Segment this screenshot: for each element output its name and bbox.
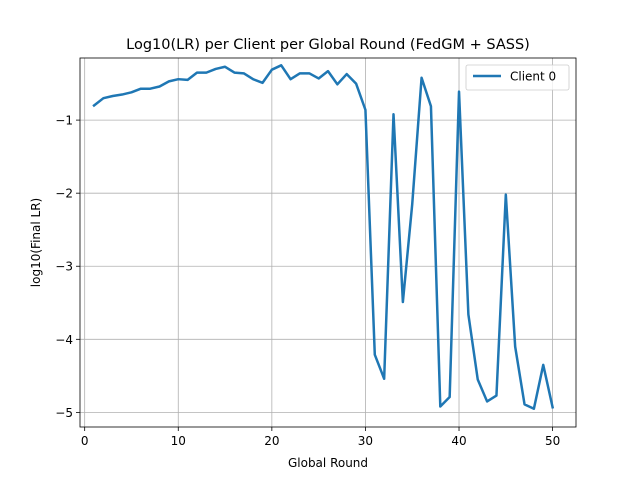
- data-point: [336, 83, 338, 85]
- data-point: [158, 85, 160, 87]
- data-point: [420, 77, 422, 79]
- data-point: [346, 73, 348, 75]
- data-point: [458, 90, 460, 92]
- data-point: [252, 78, 254, 80]
- data-point: [130, 91, 132, 93]
- legend-box: [465, 64, 570, 91]
- data-point: [233, 71, 235, 73]
- y-tick-label: −4: [55, 333, 73, 347]
- data-point: [551, 406, 553, 408]
- x-tick-label: 30: [358, 434, 373, 448]
- y-axis-label: log10(Final LR): [29, 198, 43, 287]
- data-point: [149, 87, 151, 89]
- legend-label-client-0: Client 0: [510, 70, 556, 84]
- data-point: [224, 66, 226, 68]
- data-point: [542, 364, 544, 366]
- plot-frame: [79, 57, 577, 428]
- data-point: [467, 313, 469, 315]
- y-tick-label: −1: [55, 114, 73, 128]
- data-point: [486, 400, 488, 402]
- data-point: [112, 95, 114, 97]
- data-point: [439, 405, 441, 407]
- data-point: [196, 71, 198, 73]
- y-tick-label: −3: [55, 260, 73, 274]
- data-point: [374, 353, 376, 355]
- data-point: [514, 345, 516, 347]
- y-tick-label: −2: [55, 187, 73, 201]
- data-point: [121, 93, 123, 95]
- x-tick-label: 20: [264, 434, 279, 448]
- data-point: [140, 87, 142, 89]
- y-tick-label: −5: [55, 406, 73, 420]
- data-point: [271, 68, 273, 70]
- x-axis-label: Global Round: [288, 456, 368, 470]
- data-point: [102, 97, 104, 99]
- chart-title: Log10(LR) per Client per Global Round (F…: [126, 37, 530, 53]
- ticks: 0 10 20 30 40 50 −1 −2 −3 −4 −5: [55, 114, 560, 448]
- data-point: [299, 72, 301, 74]
- data-point: [177, 78, 179, 80]
- data-point: [430, 105, 432, 107]
- data-point: [168, 80, 170, 82]
- data-point: [205, 71, 207, 73]
- data-point: [383, 378, 385, 380]
- x-tick-label: 50: [545, 434, 560, 448]
- series-line-client-0: [92, 64, 555, 410]
- data-point: [308, 72, 310, 74]
- data-point: [402, 301, 404, 303]
- data-point: [215, 68, 217, 70]
- data-point: [505, 193, 507, 195]
- data-point: [93, 104, 95, 106]
- data-point: [186, 79, 188, 81]
- data-point: [533, 408, 535, 410]
- grid: [80, 58, 576, 427]
- data-point: [355, 82, 357, 84]
- legend: Client 0: [465, 64, 570, 91]
- data-point: [523, 403, 525, 405]
- x-tick-label: 0: [81, 434, 89, 448]
- data-point: [289, 78, 291, 80]
- data-point: [392, 113, 394, 115]
- x-tick-label: 10: [171, 434, 186, 448]
- data-point: [261, 82, 263, 84]
- data-point: [448, 396, 450, 398]
- data-point: [327, 70, 329, 72]
- x-tick-label: 40: [451, 434, 466, 448]
- data-point: [280, 64, 282, 66]
- data-point: [243, 72, 245, 74]
- series-layer: [92, 64, 555, 410]
- data-point: [411, 203, 413, 205]
- data-point: [364, 109, 366, 111]
- data-point: [317, 77, 319, 79]
- data-point: [477, 378, 479, 380]
- data-point: [495, 394, 497, 396]
